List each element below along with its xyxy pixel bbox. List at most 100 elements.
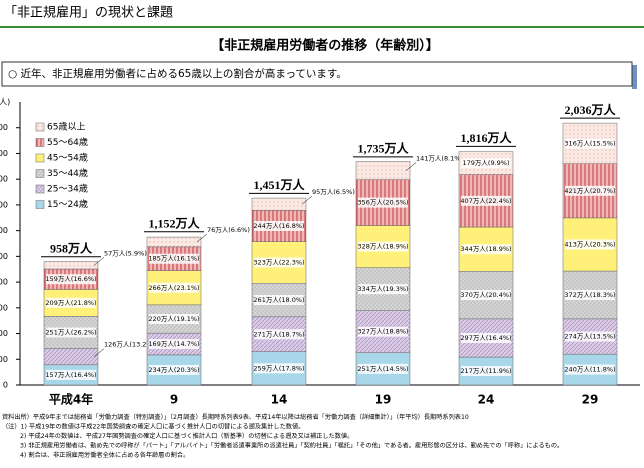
- chart-title: 【非正規雇用労働者の推移（年齢別）】: [211, 38, 439, 54]
- leader-line: [301, 196, 313, 205]
- total-label: 1,816万人: [460, 130, 512, 145]
- value-label: 370万人(20.4%): [460, 291, 511, 299]
- label-bg: [254, 257, 304, 268]
- label-bg: [149, 314, 199, 325]
- y-tick-label: 1800: [0, 149, 8, 158]
- value-label: 220万人(19.1%): [148, 315, 199, 323]
- label-bg: [358, 197, 408, 208]
- legend-label: 55～64歳: [47, 136, 88, 148]
- value-label: 217万人(11.9%): [460, 367, 511, 375]
- label-bg: [461, 158, 511, 169]
- y-tick-label: 800: [0, 278, 8, 287]
- value-label: 251万人(14.5%): [357, 365, 408, 373]
- label-bg: [358, 284, 408, 295]
- label-bg: [565, 185, 615, 196]
- x-tick-label: 14: [271, 393, 288, 407]
- label-bg: [565, 364, 615, 375]
- x-tick-label: 19: [375, 393, 392, 407]
- legend-swatch: [35, 122, 45, 132]
- value-label: 372万人(18.3%): [564, 291, 615, 299]
- value-label: 240万人(11.8%): [564, 366, 615, 374]
- value-label: 327万人(18.8%): [357, 328, 408, 336]
- box-shadow: [632, 65, 637, 89]
- label-bg: [358, 363, 408, 374]
- bar-segment: [43, 261, 99, 270]
- label-bg: [46, 327, 96, 338]
- label-bg: [358, 326, 408, 337]
- y-tick-label: 2000: [0, 123, 8, 132]
- value-label: 421万人(20.7%): [564, 187, 615, 195]
- legend-swatch: [35, 169, 45, 178]
- label-bg: [149, 339, 199, 350]
- label-bg: [254, 295, 304, 306]
- footnote: 資料出所）平成9年までは総務省「労働力調査（特別調査）」（2月調査）長期時系列表…: [2, 413, 469, 421]
- label-bg: [461, 244, 511, 255]
- x-tick-label: 29: [582, 393, 599, 407]
- value-label: 179万人(9.9%): [463, 159, 510, 167]
- y-axis-label: (万人): [0, 98, 10, 107]
- value-label: 251万人(26.2%): [45, 328, 96, 336]
- leader-line: [93, 348, 105, 357]
- label-bg: [565, 289, 615, 300]
- bar-segment: [251, 197, 307, 211]
- value-label: 95万人(6.5%): [312, 188, 355, 196]
- value-label: 344万人(18.9%): [460, 245, 511, 253]
- label-bg: [149, 253, 199, 264]
- total-label: 1,152万人: [148, 216, 200, 231]
- label-bg: [565, 138, 615, 149]
- bar-segment: [146, 236, 202, 248]
- legend-swatch: [35, 184, 45, 194]
- y-tick-label: 600: [0, 303, 8, 312]
- leader-line: [93, 257, 105, 266]
- legend-label: 65歳以上: [47, 121, 85, 133]
- label-bg: [46, 297, 96, 308]
- x-tick-label: 9: [170, 393, 178, 407]
- total-label: 1,735万人: [357, 141, 409, 156]
- legend-swatch: [35, 200, 45, 209]
- value-label: 266万人(23.1%): [148, 284, 199, 292]
- value-label: 244万人(16.8%): [253, 222, 304, 230]
- value-label: 328万人(18.9%): [357, 243, 408, 251]
- value-label: 297万人(16.4%): [460, 334, 511, 342]
- value-label: 259万人(17.8%): [253, 364, 304, 372]
- footnote: 4) 割合は、非正規雇用労働者全体に占める各年齢層の割合。: [20, 451, 189, 459]
- value-label: 209万人(21.8%): [45, 299, 96, 307]
- label-bg: [565, 239, 615, 250]
- value-label: 234万人(20.3%): [148, 366, 199, 374]
- y-tick-label: 1200: [0, 226, 8, 235]
- legend-label: 45～54歳: [47, 152, 88, 164]
- label-bg: [254, 221, 304, 232]
- value-label: 334万人(19.3%): [357, 285, 408, 293]
- x-tick-label: 24: [478, 393, 495, 407]
- value-label: 316万人(15.5%): [564, 139, 615, 147]
- label-bg: [461, 290, 511, 301]
- value-label: 185万人(16.1%): [148, 255, 199, 263]
- label-bg: [254, 363, 304, 374]
- value-label: 157万人(16.4%): [45, 371, 96, 379]
- footnote: 3) 非正規雇用労働者は、勤め先での呼称が「パート」「アルバイト」「労働者派遣事…: [20, 442, 563, 450]
- x-tick-label: 平成4年: [49, 392, 93, 407]
- value-label: 141万人(8.1%): [416, 155, 463, 163]
- y-tick-label: 1000: [0, 252, 8, 261]
- label-bg: [461, 332, 511, 343]
- label-bg: [565, 331, 615, 342]
- label-bg: [46, 369, 96, 380]
- total-label: 2,036万人: [564, 102, 616, 117]
- value-label: 57万人(5.9%): [104, 249, 147, 257]
- value-label: 407万人(22.4%): [460, 197, 511, 205]
- total-label: 1,451万人: [253, 177, 305, 192]
- value-label: 356万人(20.5%): [357, 199, 408, 207]
- label-bg: [149, 364, 199, 375]
- label-bg: [46, 274, 96, 285]
- legend-label: 25～34歳: [47, 183, 88, 195]
- y-tick-label: 1600: [0, 175, 8, 184]
- legend-swatch: [35, 153, 45, 163]
- label-bg: [461, 195, 511, 206]
- bar-segment: [355, 161, 411, 180]
- value-label: 271万人(18.7%): [253, 330, 304, 338]
- leader-line: [405, 162, 417, 171]
- value-label: 261万人(18.0%): [253, 296, 304, 304]
- value-label: 323万人(22.3%): [253, 258, 304, 266]
- label-bg: [461, 366, 511, 377]
